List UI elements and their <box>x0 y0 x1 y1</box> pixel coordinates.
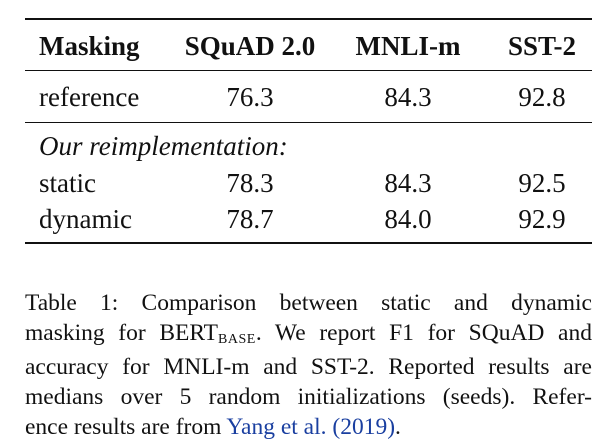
caption-line-2-end: . We report F1 for SQuAD and <box>255 320 592 346</box>
caption-line-4: medians over 5 random initializations (s… <box>25 384 592 410</box>
header-mnli: MNLI-m <box>355 31 461 61</box>
cell-reference-squad: 76.3 <box>226 82 274 112</box>
reference-rule <box>25 122 592 123</box>
row-label-dynamic: dynamic <box>39 204 132 234</box>
cell-reference-sst2: 92.8 <box>518 82 566 112</box>
header-masking: Masking <box>39 31 140 61</box>
cell-static-squad: 78.3 <box>226 168 274 198</box>
cell-dynamic-sst2: 92.9 <box>518 204 566 234</box>
cell-dynamic-mnli: 84.0 <box>384 204 432 234</box>
cell-static-mnli: 84.3 <box>384 168 432 198</box>
caption-line-2-start: masking for BERT <box>25 320 219 346</box>
cell-reference-mnli: 84.3 <box>384 82 432 112</box>
row-label-static: static <box>39 168 96 198</box>
cell-dynamic-squad: 78.7 <box>226 204 274 234</box>
section-label: Our reimplementation: <box>39 131 288 161</box>
caption-line-5: ence results are from Yang et al. (2019)… <box>25 412 592 442</box>
caption-line-3: accuracy for MNLI-m and SST-2. Reported … <box>25 354 592 380</box>
row-label-reference: reference <box>39 82 140 112</box>
header-squad: SQuAD 2.0 <box>184 31 316 61</box>
caption-line-2: masking for BERTBASE. We report F1 for S… <box>25 318 592 352</box>
bert-base-subscript: BASE <box>218 332 256 347</box>
citation-link[interactable]: Yang et al. (2019) <box>226 414 396 440</box>
table-caption: Table 1: Comparison between static and d… <box>25 288 592 442</box>
table-top-rule <box>25 18 592 20</box>
caption-line-5-end: . <box>395 414 401 440</box>
caption-line-1: Table 1: Comparison between static and d… <box>25 290 592 316</box>
header-rule <box>25 70 592 71</box>
caption-line-5-start: ence results are from <box>25 414 227 440</box>
table-bottom-rule <box>25 242 592 244</box>
header-sst2: SST-2 <box>507 31 577 61</box>
cell-static-sst2: 92.5 <box>518 168 566 198</box>
